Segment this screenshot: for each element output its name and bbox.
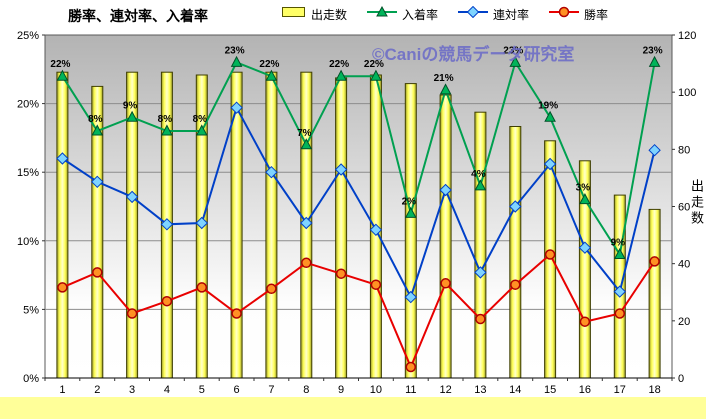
svg-text:25%: 25% [17, 30, 39, 42]
svg-text:0: 0 [678, 373, 684, 385]
svg-text:80: 80 [678, 144, 690, 156]
legend-label-win-rate: 勝率 [584, 7, 609, 22]
svg-text:5%: 5% [23, 304, 39, 316]
svg-text:22%: 22% [50, 59, 70, 70]
svg-text:19%: 19% [538, 100, 558, 111]
svg-text:9%: 9% [123, 100, 138, 111]
footer-band [0, 397, 706, 419]
svg-text:10: 10 [370, 384, 382, 396]
svg-text:22%: 22% [259, 59, 279, 70]
svg-text:8%: 8% [158, 114, 173, 125]
svg-text:8%: 8% [88, 114, 103, 125]
diamond-series-icon [458, 5, 489, 23]
svg-text:3%: 3% [576, 183, 591, 194]
svg-text:16: 16 [579, 384, 591, 396]
svg-text:21%: 21% [434, 73, 454, 84]
legend-item-in-money-rate: 入着率 [367, 5, 438, 23]
legend-label-starts: 出走数 [311, 7, 348, 22]
svg-text:120: 120 [678, 30, 696, 42]
svg-text:8: 8 [303, 384, 309, 396]
legend-label-quinella-rate: 連対率 [493, 7, 530, 22]
svg-text:17: 17 [614, 384, 626, 396]
svg-text:22%: 22% [364, 59, 384, 70]
svg-text:2%: 2% [402, 196, 417, 207]
svg-text:3: 3 [129, 384, 135, 396]
svg-text:4%: 4% [471, 169, 486, 180]
svg-text:1: 1 [59, 384, 65, 396]
svg-text:22%: 22% [329, 59, 349, 70]
svg-text:18: 18 [648, 384, 660, 396]
right-axis-title: 出走数 [689, 179, 704, 227]
svg-text:60: 60 [678, 202, 690, 214]
svg-text:12: 12 [439, 384, 451, 396]
svg-text:13: 13 [474, 384, 486, 396]
legend-item-quinella-rate: 連対率 [458, 5, 529, 23]
svg-text:6: 6 [234, 384, 240, 396]
svg-text:0%: 0% [23, 373, 39, 385]
legend-item-win-rate: 勝率 [549, 5, 608, 23]
svg-text:15%: 15% [17, 167, 39, 179]
svg-text:10%: 10% [17, 236, 39, 248]
svg-text:15: 15 [544, 384, 556, 396]
svg-text:23%: 23% [643, 45, 663, 56]
svg-text:23%: 23% [503, 45, 523, 56]
svg-text:7%: 7% [297, 128, 312, 139]
chart-legend: 出走数 入着率 連対率 勝率 [282, 5, 608, 23]
svg-text:20: 20 [678, 316, 690, 328]
svg-text:8%: 8% [193, 114, 208, 125]
svg-text:2: 2 [94, 384, 100, 396]
svg-text:11: 11 [405, 384, 416, 396]
svg-text:7: 7 [268, 384, 274, 396]
svg-text:14: 14 [509, 384, 521, 396]
svg-text:4: 4 [164, 384, 170, 396]
svg-text:40: 40 [678, 259, 690, 271]
svg-text:20%: 20% [17, 99, 39, 111]
chart-title: 勝率、連対率、入着率 [68, 8, 208, 24]
circle-series-icon [549, 5, 580, 23]
svg-text:100: 100 [678, 87, 696, 99]
svg-text:9: 9 [338, 384, 344, 396]
svg-text:5: 5 [199, 384, 205, 396]
triangle-series-icon [367, 5, 398, 23]
svg-text:9%: 9% [611, 238, 626, 249]
legend-label-in-money-rate: 入着率 [402, 7, 439, 22]
legend-item-starts: 出走数 [282, 5, 347, 23]
svg-text:23%: 23% [225, 45, 245, 56]
bar-series-icon [282, 5, 306, 23]
